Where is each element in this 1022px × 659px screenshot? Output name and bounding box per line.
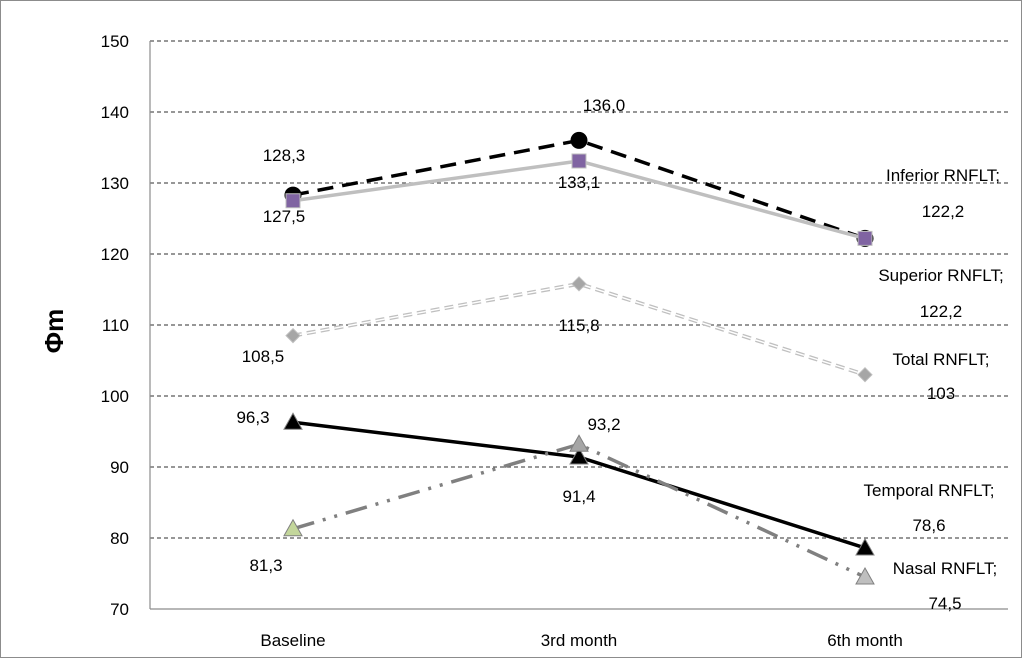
data-point-marker — [857, 366, 873, 383]
y-tick-label: 130 — [101, 174, 129, 193]
data-label: Total RNFLT; — [893, 350, 990, 369]
data-label: 115,8 — [558, 316, 599, 335]
series-nasal-rnflt — [283, 434, 875, 585]
data-label: 128,3 — [263, 146, 306, 165]
data-label: 96,3 — [236, 408, 269, 427]
series-line — [292, 442, 866, 579]
y-tick-label: 90 — [110, 458, 129, 477]
y-tick-label: 80 — [110, 529, 129, 548]
data-label: 78,6 — [912, 516, 945, 535]
data-point-marker — [855, 567, 875, 585]
y-tick-label: 70 — [110, 600, 129, 619]
data-label: 136,0 — [583, 96, 626, 115]
data-point-marker — [571, 276, 587, 292]
y-tick-label: 100 — [101, 387, 129, 406]
data-label: 133,1 — [558, 173, 601, 192]
data-label: 122,2 — [920, 302, 963, 321]
data-point-marker — [569, 447, 589, 465]
data-label: 127,5 — [263, 207, 306, 226]
series-temporal-rnflt — [283, 412, 875, 556]
y-tick-label: 110 — [102, 316, 129, 335]
data-label: 122,2 — [922, 202, 965, 221]
x-tick-label: Baseline — [260, 631, 325, 650]
data-label: 103 — [927, 384, 955, 403]
series-superior-rnflt — [285, 153, 873, 246]
data-point-marker — [285, 327, 301, 344]
y-tick-label: 150 — [101, 32, 129, 51]
series-line-inner — [292, 283, 866, 376]
data-label: Inferior RNFLT; — [886, 166, 1000, 185]
data-label: 74,5 — [928, 594, 961, 613]
data-point-marker — [283, 518, 303, 537]
y-axis-title: Φm — [39, 309, 69, 353]
data-label: 93,2 — [587, 415, 620, 434]
data-point-marker — [570, 131, 588, 149]
data-label: 108,5 — [242, 347, 285, 366]
data-point-marker — [285, 193, 301, 209]
data-label: 81,3 — [249, 556, 282, 575]
data-label: Nasal RNFLT; — [893, 559, 998, 578]
data-point-marker — [855, 537, 875, 556]
data-label: Temporal RNFLT; — [864, 481, 995, 500]
data-point-marker — [569, 434, 589, 452]
x-tick-label: 3rd month — [541, 631, 618, 650]
data-point-marker — [283, 412, 303, 430]
y-tick-label: 120 — [101, 245, 129, 264]
data-point-marker — [857, 230, 873, 246]
y-tick-label: 140 — [101, 103, 129, 122]
data-label: Superior RNFLT; — [878, 266, 1003, 285]
x-tick-label: 6th month — [827, 631, 903, 650]
data-label: 91,4 — [562, 487, 595, 506]
data-point-marker — [571, 153, 587, 169]
series-total-rnflt — [285, 276, 873, 383]
